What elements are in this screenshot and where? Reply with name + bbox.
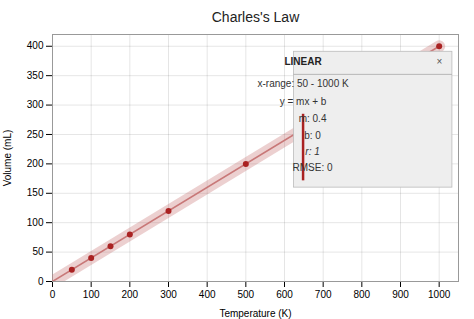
svg-text:400: 400: [199, 289, 216, 300]
svg-text:700: 700: [315, 289, 332, 300]
svg-text:600: 600: [276, 289, 293, 300]
svg-text:y = mx + b: y = mx + b: [280, 96, 327, 107]
svg-text:1000: 1000: [428, 289, 451, 300]
svg-text:800: 800: [353, 289, 370, 300]
svg-text:LINEAR: LINEAR: [284, 56, 322, 67]
svg-text:250: 250: [27, 129, 44, 140]
svg-text:RMSE: 0: RMSE: 0: [293, 162, 333, 173]
svg-text:m: 0.4: m: 0.4: [299, 113, 327, 124]
svg-text:50: 50: [32, 246, 44, 257]
svg-text:900: 900: [392, 289, 409, 300]
svg-text:0: 0: [38, 276, 44, 287]
svg-text:0: 0: [50, 289, 56, 300]
svg-text:100: 100: [83, 289, 100, 300]
svg-text:200: 200: [27, 158, 44, 169]
svg-text:400: 400: [27, 40, 44, 51]
svg-text:r: 1: r: 1: [305, 146, 319, 157]
svg-text:200: 200: [121, 289, 138, 300]
svg-text:Volume (mL): Volume (mL): [2, 130, 13, 187]
svg-text:Temperature (K): Temperature (K): [219, 308, 291, 319]
svg-text:Charles's Law: Charles's Law: [212, 9, 300, 25]
svg-text:x-range: 50 - 1000 K: x-range: 50 - 1000 K: [257, 78, 348, 89]
svg-text:500: 500: [237, 289, 254, 300]
svg-text:×: ×: [437, 56, 443, 67]
svg-text:b: 0: b: 0: [304, 130, 321, 141]
svg-text:100: 100: [27, 217, 44, 228]
svg-text:150: 150: [27, 187, 44, 198]
svg-text:300: 300: [160, 289, 177, 300]
svg-text:300: 300: [27, 99, 44, 110]
svg-text:350: 350: [27, 70, 44, 81]
